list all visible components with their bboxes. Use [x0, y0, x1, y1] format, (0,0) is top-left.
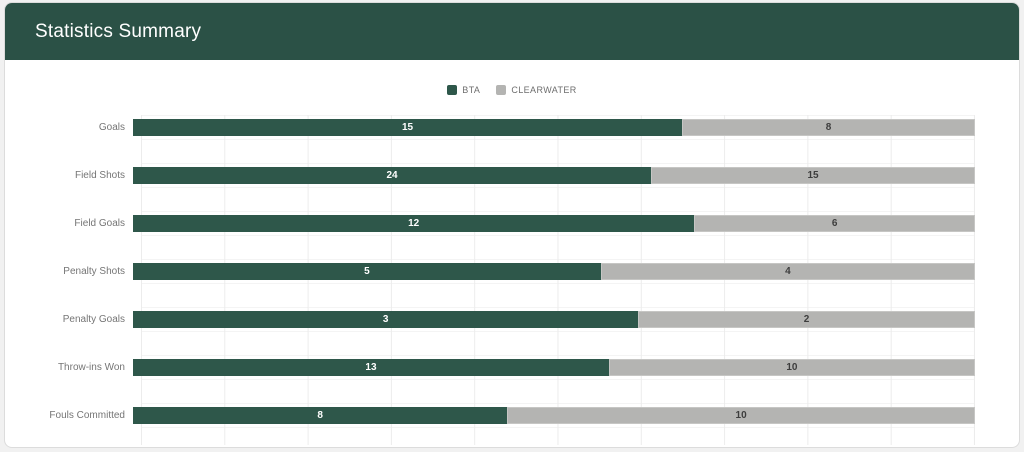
- clearwater-bar-segment[interactable]: 10: [507, 406, 975, 424]
- bta-bar-segment[interactable]: 24: [133, 166, 652, 184]
- category-label: Field Shots: [74, 169, 125, 181]
- legend-label: BTA: [462, 85, 481, 95]
- bta-bar-segment[interactable]: 12: [133, 214, 695, 232]
- legend-swatch-icon: [496, 85, 507, 95]
- bar-row: Penalty Goals 3 2: [5, 295, 1019, 343]
- legend-item-bta[interactable]: BTA: [447, 85, 480, 95]
- bar-rows: Goals 15 8 Field Shots 24 15 Field Goals 12 6 Pen…: [5, 103, 1019, 439]
- bar-row: Field Goals 12 6: [5, 199, 1019, 247]
- bta-bar-segment[interactable]: 15: [133, 118, 683, 136]
- clearwater-bar-segment[interactable]: 15: [651, 166, 975, 184]
- segment-value-label: 10: [786, 361, 798, 373]
- category-label: Penalty Goals: [62, 313, 125, 325]
- card-header: Statistics Summary: [5, 3, 1019, 60]
- segment-value-label: 13: [365, 361, 377, 373]
- segment-value-label: 10: [735, 409, 747, 421]
- segment-value-label: 3: [382, 313, 389, 325]
- segment-value-label: 8: [317, 409, 323, 421]
- segment-value-label: 15: [402, 121, 414, 133]
- stacked-bar-chart: BTA CLEARWATER Goals 15 8 Field Shots 24 15 Fie…: [5, 60, 1019, 447]
- bar-row: Goals 15 8: [5, 103, 1019, 151]
- statistics-summary-card: Statistics Summary BTA CLEARWATER Goals 15…: [4, 2, 1020, 448]
- bta-bar-segment[interactable]: 13: [133, 358, 609, 376]
- segment-value-label: 24: [386, 169, 398, 181]
- bar-row: Field Shots 24 15: [5, 151, 1019, 199]
- bar-track: 13 10: [133, 358, 975, 376]
- category-label: Throw-ins Won: [57, 361, 125, 373]
- chart-legend: BTA CLEARWATER: [5, 60, 1019, 95]
- legend-label: CLEARWATER: [511, 85, 577, 95]
- category-label: Fouls Committed: [49, 409, 125, 421]
- legend-swatch-icon: [447, 85, 458, 95]
- clearwater-bar-segment[interactable]: 6: [694, 214, 975, 232]
- bar-row: Throw-ins Won 13 10: [5, 343, 1019, 391]
- segment-value-label: 12: [408, 217, 420, 229]
- segment-value-label: 8: [825, 121, 832, 133]
- bta-bar-segment[interactable]: 8: [133, 406, 508, 424]
- segment-value-label: 5: [364, 265, 370, 277]
- clearwater-bar-segment[interactable]: 8: [682, 118, 975, 136]
- segment-value-label: 4: [785, 265, 791, 277]
- category-label: Penalty Shots: [63, 265, 125, 277]
- page-title: Statistics Summary: [35, 20, 202, 42]
- segment-value-label: 6: [831, 217, 838, 229]
- bar-track: 24 15: [133, 166, 975, 184]
- bta-bar-segment[interactable]: 5: [133, 262, 601, 280]
- clearwater-bar-segment[interactable]: 10: [608, 358, 975, 376]
- bar-row: Penalty Shots 5 4: [5, 247, 1019, 295]
- category-label: Goals: [98, 121, 125, 133]
- legend-item-clearwater[interactable]: CLEARWATER: [496, 85, 576, 95]
- bar-track: 15 8: [133, 118, 975, 136]
- bar-track: 12 6: [133, 214, 975, 232]
- bta-bar-segment[interactable]: 3: [133, 310, 639, 328]
- segment-value-label: 15: [807, 169, 819, 181]
- bar-row: Fouls Committed 8 10: [5, 391, 1019, 439]
- bar-track: 8 10: [133, 406, 975, 424]
- category-label: Field Goals: [74, 217, 125, 229]
- clearwater-bar-segment[interactable]: 4: [600, 262, 975, 280]
- segment-value-label: 2: [803, 313, 810, 325]
- clearwater-bar-segment[interactable]: 2: [638, 310, 975, 328]
